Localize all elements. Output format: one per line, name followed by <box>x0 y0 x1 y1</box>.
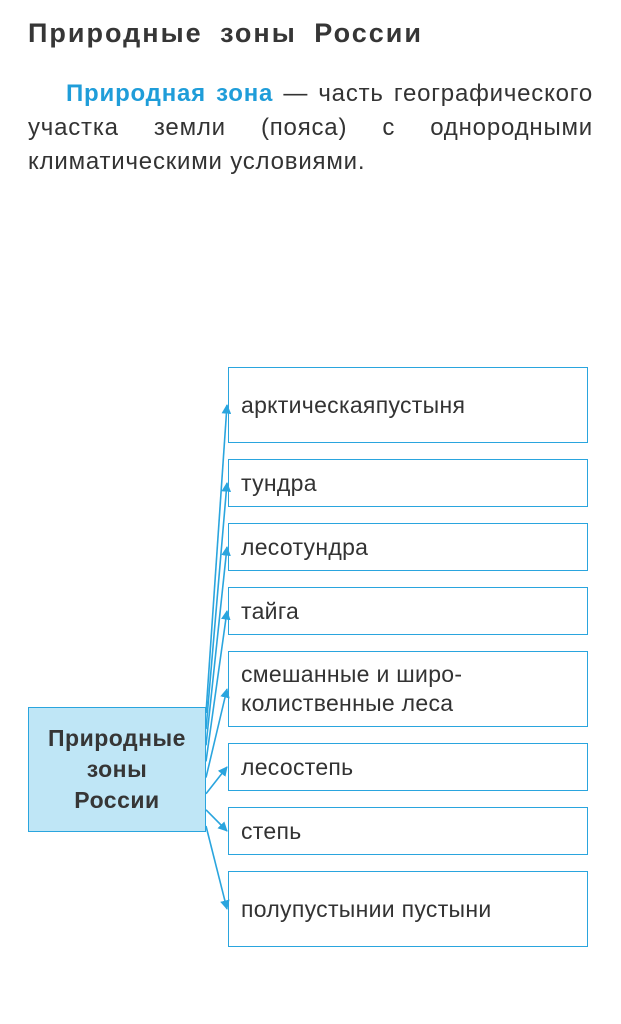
page-title: Природные зоны России <box>28 18 593 49</box>
zone-item: степь <box>228 807 588 855</box>
zone-item-label: полупустыни <box>241 895 382 924</box>
central-node: ПриродныезоныРоссии <box>28 707 206 832</box>
zone-item-label: смешанные и широ­колиственные леса <box>241 660 575 718</box>
zone-item: тайга <box>228 587 588 635</box>
zone-item: тундра <box>228 459 588 507</box>
zone-item: лесотундра <box>228 523 588 571</box>
arrow <box>206 767 227 794</box>
central-node-line: России <box>29 785 205 816</box>
arrow <box>206 826 227 909</box>
zone-item-label: и пустыни <box>382 895 492 924</box>
arrow <box>206 689 227 778</box>
arrow <box>206 611 227 761</box>
zone-item-label: степь <box>241 817 302 846</box>
zones-diagram: ПриродныезоныРоссии арктическаяпустыня тун… <box>28 207 593 967</box>
arrow <box>206 547 227 745</box>
zone-item: лесостепь <box>228 743 588 791</box>
zone-item-label: тундра <box>241 469 317 498</box>
definition-term: Природная зона <box>66 80 273 107</box>
zone-item-label: тайга <box>241 597 299 626</box>
zone-item: полупустынии пустыни <box>228 871 588 947</box>
arrow <box>206 483 227 729</box>
central-node-line: зоны <box>29 754 205 785</box>
zone-item-label: лесостепь <box>241 753 353 782</box>
zone-item-label: лесотундра <box>241 533 368 562</box>
central-node-line: Природные <box>29 723 205 754</box>
zone-item: смешанные и широ­колиственные леса <box>228 651 588 727</box>
zone-item: арктическаяпустыня <box>228 367 588 443</box>
arrow <box>206 405 227 713</box>
arrow <box>206 810 227 831</box>
zone-item-label: арктическая <box>241 391 376 420</box>
zone-item-label: пустыня <box>376 391 466 420</box>
definition-paragraph: Природная зона — часть географи­ческого … <box>28 77 593 179</box>
